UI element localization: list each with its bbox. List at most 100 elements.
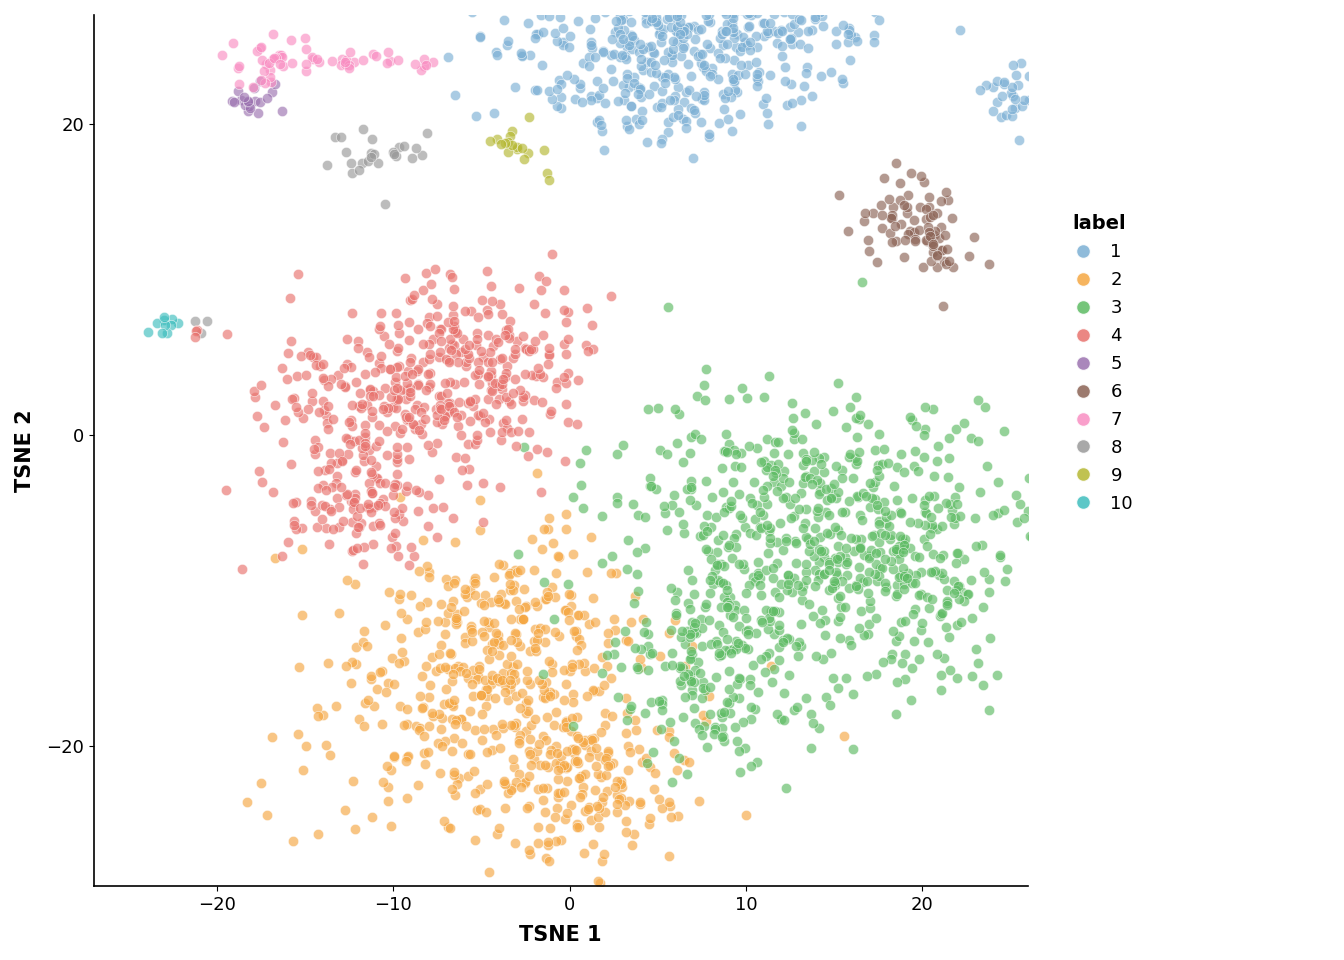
Point: [696, 508, 718, 523]
Point: [422, 649, 444, 664]
Point: [439, 331, 461, 347]
Point: [581, 530, 602, 545]
Point: [948, 579, 969, 594]
Point: [411, 700, 433, 715]
Point: [499, 567, 520, 583]
Point: [335, 52, 356, 67]
Point: [759, 15, 781, 31]
Point: [360, 466, 382, 481]
Point: [755, 649, 777, 664]
Point: [1003, 88, 1024, 104]
Point: [849, 507, 871, 522]
Point: [457, 747, 478, 762]
Point: [536, 709, 558, 725]
Point: [228, 58, 250, 73]
Point: [849, 540, 871, 555]
Point: [837, 35, 859, 50]
Point: [785, 638, 806, 654]
Point: [228, 77, 250, 92]
Point: [581, 36, 602, 52]
Point: [594, 846, 616, 861]
Point: [434, 409, 456, 424]
Point: [539, 406, 560, 421]
Point: [966, 392, 988, 407]
Point: [695, 714, 716, 730]
Point: [664, 612, 685, 628]
Point: [419, 376, 441, 392]
Point: [355, 429, 376, 444]
Point: [711, 709, 732, 725]
Point: [468, 354, 489, 370]
Point: [263, 50, 285, 65]
Point: [335, 56, 356, 71]
Point: [852, 486, 874, 501]
Point: [536, 165, 558, 180]
Point: [837, 27, 859, 42]
Point: [341, 419, 363, 434]
Point: [343, 433, 364, 448]
Point: [434, 733, 456, 749]
Point: [575, 443, 597, 458]
Point: [512, 612, 534, 627]
Point: [396, 790, 418, 805]
Point: [442, 510, 464, 525]
Point: [711, 730, 732, 745]
Point: [859, 594, 880, 610]
Point: [337, 356, 359, 372]
Point: [728, 487, 750, 502]
Point: [599, 47, 621, 62]
Point: [587, 809, 609, 825]
Point: [528, 736, 550, 752]
Point: [910, 169, 931, 184]
Point: [943, 510, 965, 525]
Point: [288, 727, 309, 742]
Point: [673, 20, 695, 36]
Point: [913, 259, 934, 275]
Point: [931, 606, 953, 621]
Point: [430, 333, 452, 348]
Point: [848, 620, 870, 636]
Point: [969, 484, 991, 499]
Point: [851, 275, 872, 290]
Point: [394, 368, 415, 383]
Point: [814, 612, 836, 627]
Point: [489, 821, 511, 836]
Point: [633, 0, 655, 15]
Point: [468, 376, 489, 392]
Point: [547, 762, 569, 778]
Point: [644, 58, 665, 73]
Point: [837, 449, 859, 465]
Point: [871, 561, 892, 576]
Point: [452, 463, 473, 478]
Point: [601, 708, 622, 723]
Point: [722, 11, 743, 26]
Point: [308, 480, 329, 495]
Point: [353, 623, 375, 638]
Point: [374, 475, 395, 491]
Point: [769, 639, 790, 655]
Point: [571, 769, 593, 784]
Point: [703, 727, 724, 742]
Point: [437, 386, 458, 401]
Point: [712, 704, 734, 719]
Point: [331, 479, 352, 494]
Point: [345, 639, 367, 655]
Point: [480, 594, 501, 610]
Point: [251, 474, 273, 490]
Point: [491, 716, 512, 732]
Point: [679, 626, 700, 641]
Point: [239, 101, 261, 116]
Point: [629, 797, 650, 812]
Point: [532, 25, 554, 40]
Point: [536, 585, 558, 600]
Point: [813, 464, 835, 479]
Point: [749, 570, 770, 586]
Point: [543, 536, 564, 551]
Point: [562, 489, 583, 504]
Point: [689, 612, 711, 627]
Point: [362, 809, 383, 825]
Point: [650, 131, 672, 146]
Point: [788, 12, 809, 27]
Point: [477, 391, 499, 406]
Point: [585, 50, 606, 65]
